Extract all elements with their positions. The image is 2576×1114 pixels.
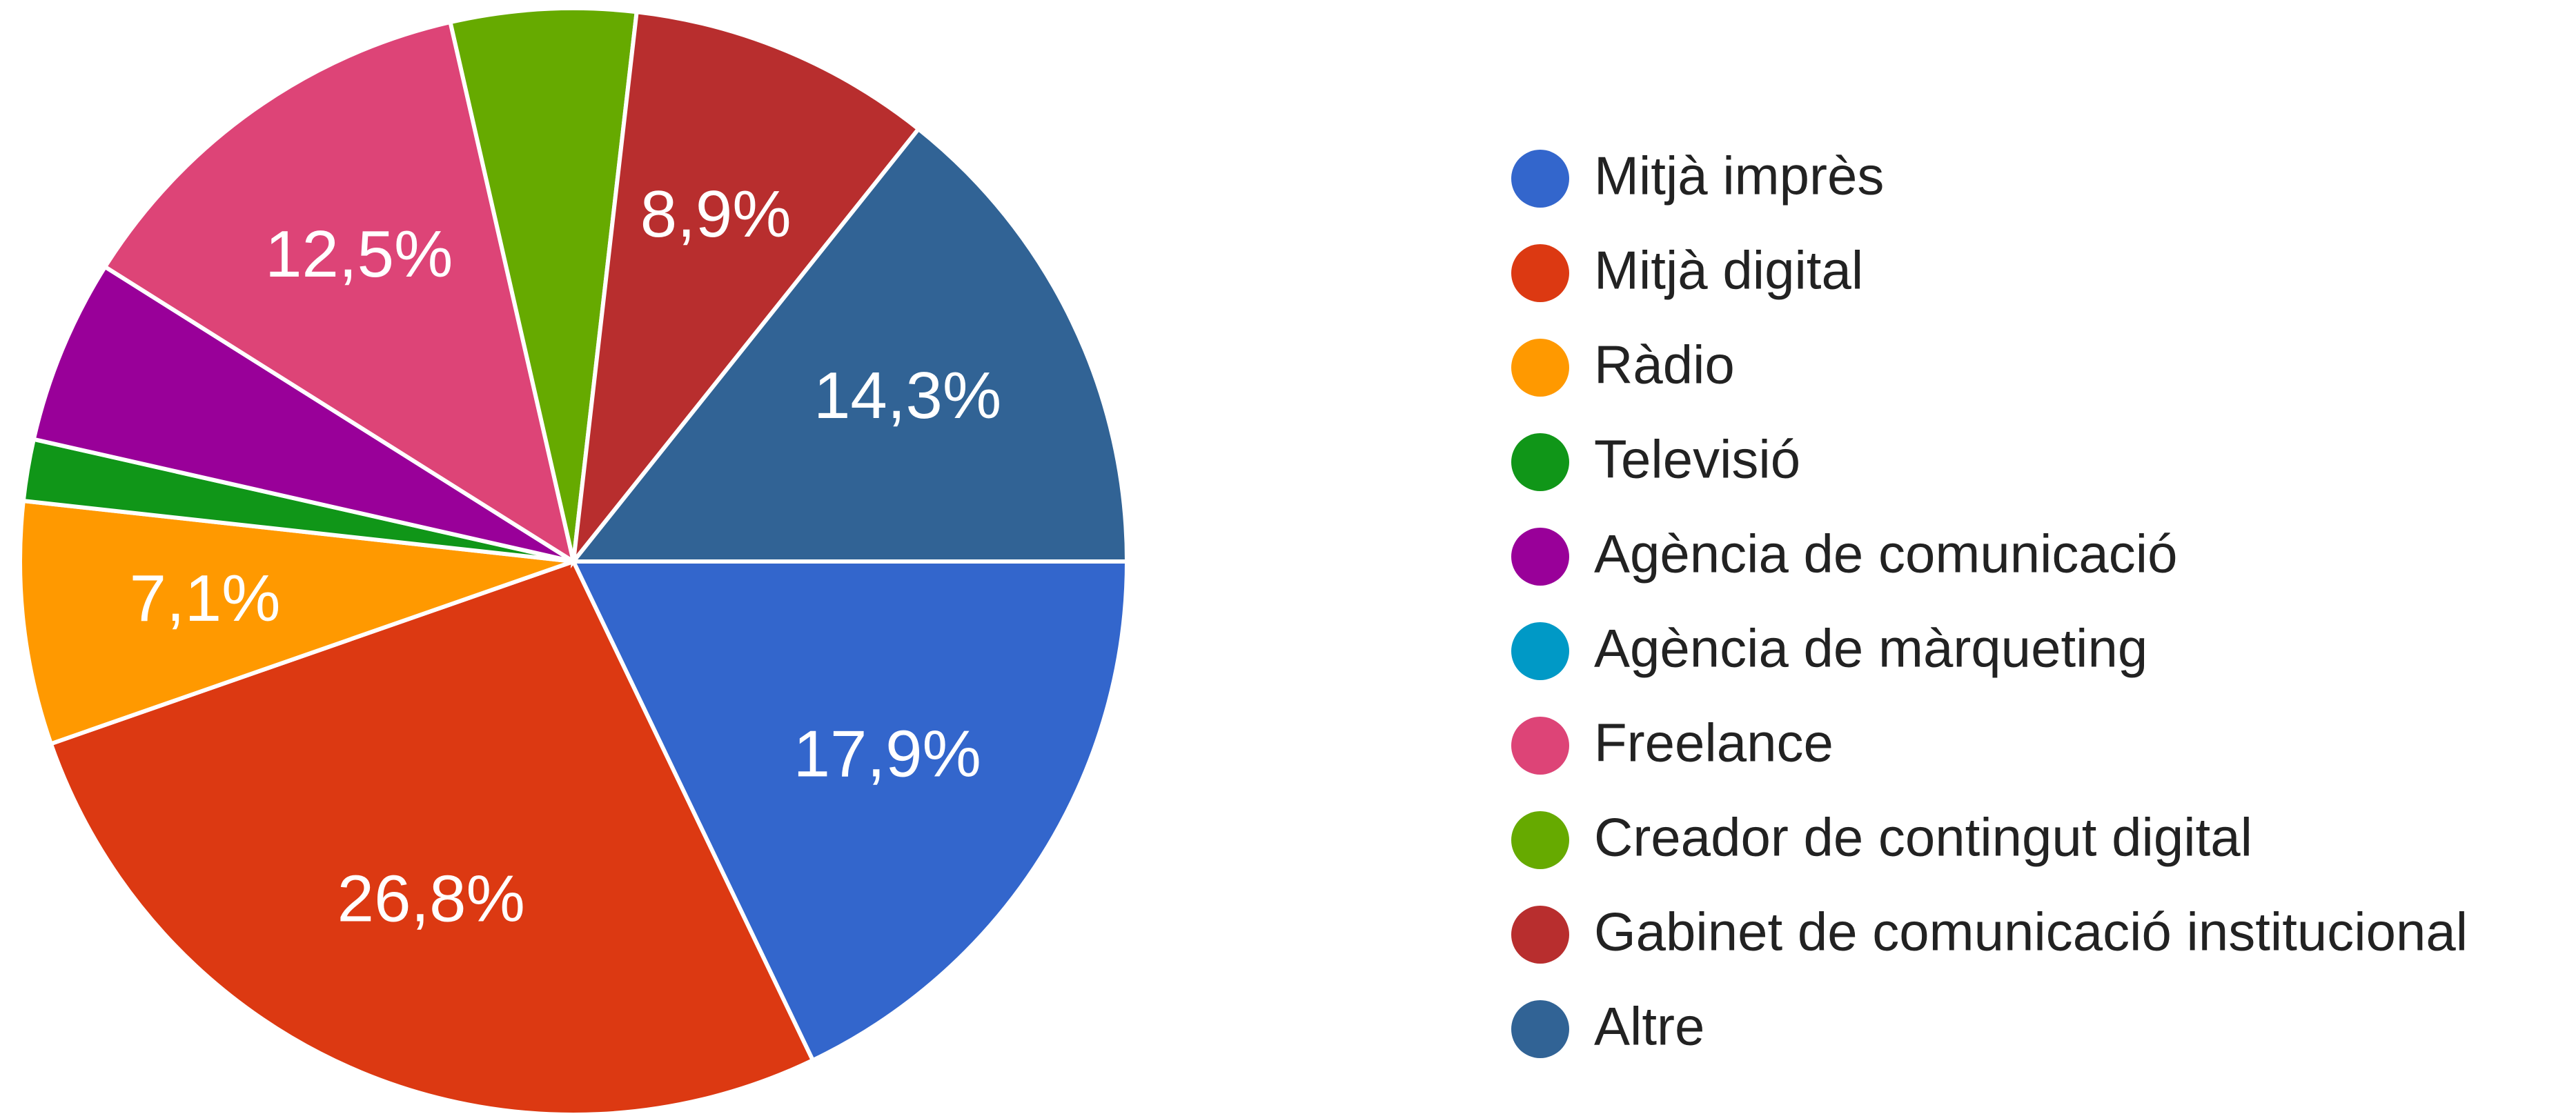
slice-label: 12,5%	[265, 217, 453, 291]
legend-label: Mitjà digital	[1594, 240, 1863, 301]
pie-slice	[570, 559, 1130, 1064]
pie-slice	[48, 559, 816, 1114]
legend-label: Televisió	[1594, 429, 1800, 490]
legend-swatch	[1511, 339, 1569, 397]
legend-swatch	[1511, 433, 1569, 491]
pie-slice	[447, 6, 639, 562]
legend-swatch	[1511, 528, 1569, 586]
legend-label: Altre	[1594, 996, 1704, 1057]
legend-swatch	[1511, 244, 1569, 302]
slice-label: 17,9%	[794, 717, 981, 791]
pie-slice	[570, 9, 922, 569]
legend-swatch	[1511, 811, 1569, 869]
pie-slice	[31, 263, 575, 564]
slice-label: 26,8%	[337, 862, 525, 936]
slice-label: 8,9%	[640, 177, 792, 251]
pie-slice	[569, 126, 1130, 564]
legend-label: Gabinet de comunicació institucional	[1594, 902, 2468, 962]
legend-swatch	[1511, 1000, 1569, 1058]
slice-label: 14,3%	[814, 359, 1001, 432]
legend-label: Agència de màrqueting	[1594, 618, 2147, 679]
slice-label: 7,1%	[130, 561, 281, 635]
pie-slice	[18, 498, 574, 747]
pie-slice	[102, 19, 577, 566]
legend-label: Agència de comunicació	[1594, 524, 2178, 584]
legend-swatch	[1511, 622, 1569, 680]
legend-label: Creador de contingut digital	[1594, 807, 2252, 868]
legend-swatch	[1511, 150, 1569, 208]
legend-swatch	[1511, 717, 1569, 775]
legend-label: Mitjà imprès	[1594, 146, 1884, 206]
legend-label: Freelance	[1594, 713, 1833, 773]
legend-swatch	[1511, 906, 1569, 964]
legend-label: Ràdio	[1594, 335, 1735, 395]
